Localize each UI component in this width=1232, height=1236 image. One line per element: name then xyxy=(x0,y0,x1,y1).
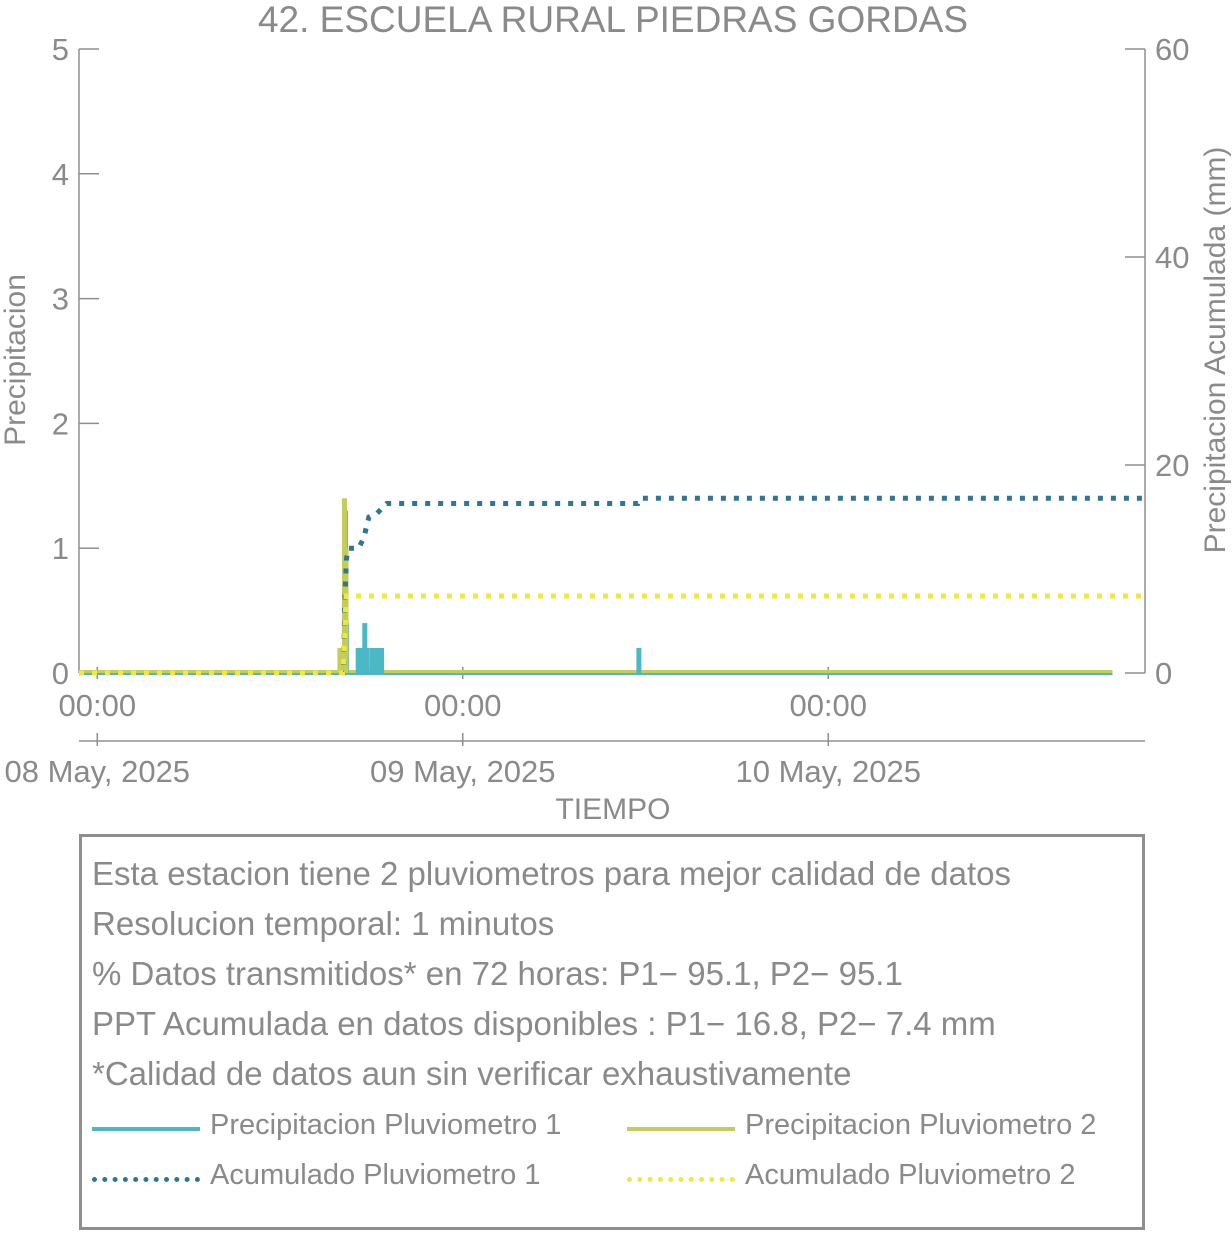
info-line-stations: Esta estacion tiene 2 pluviometros para … xyxy=(92,855,1012,892)
plot-area: 0 1 2 3 4 5 0 20 40 60 00:00 08 May, 2025 00:00 09 Ma… xyxy=(5,32,1190,789)
chart-title: 42. ESCUELA RURAL PIEDRAS GORDAS xyxy=(258,0,968,40)
bar-1 xyxy=(379,648,385,673)
y2-tick-label: 20 xyxy=(1155,448,1189,483)
y-axis-label: Precipitacion xyxy=(0,274,32,446)
bar-1 xyxy=(375,648,381,673)
x-tick-label-date: 09 May, 2025 xyxy=(370,754,556,789)
bar-1 xyxy=(359,648,365,673)
y2-tick-label: 60 xyxy=(1155,32,1189,67)
info-box: Esta estacion tiene 2 pluviometros para … xyxy=(79,834,1145,1230)
legend-swatch xyxy=(627,1127,735,1131)
accum-line-2 xyxy=(79,593,1145,676)
x-tick-label-time: 00:00 xyxy=(58,688,136,723)
legend-label: Acumulado Pluviometro 1 xyxy=(210,1159,541,1191)
info-line-resolution: Resolucion temporal: 1 minutos xyxy=(92,905,555,942)
precipitation-chart: 42. ESCUELA RURAL PIEDRAS GORDAS Precipi… xyxy=(0,0,1232,826)
legend-swatch xyxy=(92,1177,200,1182)
info-line-transmitted: % Datos transmitidos* en 72 horas: P1− 9… xyxy=(92,955,903,992)
bar-1 xyxy=(636,648,642,673)
x-tick-label-time: 00:00 xyxy=(789,688,867,723)
legend-label: Precipitacion Pluviometro 2 xyxy=(745,1109,1097,1141)
accum-line-1 xyxy=(79,495,1145,676)
x-tick-label-time: 00:00 xyxy=(424,688,502,723)
legend-label: Precipitacion Pluviometro 1 xyxy=(210,1109,562,1141)
info-line-accumulated: PPT Acumulada en datos disponibles : P1−… xyxy=(92,1005,996,1042)
y-tick-label: 5 xyxy=(52,32,69,67)
x-tick-label-date: 10 May, 2025 xyxy=(735,754,921,789)
bar-2 xyxy=(337,648,343,673)
legend-label: Acumulado Pluviometro 2 xyxy=(745,1159,1076,1191)
y-tick-label: 2 xyxy=(52,406,69,441)
y-tick-label: 4 xyxy=(52,157,69,192)
legend-swatch xyxy=(627,1177,735,1182)
y-tick-label: 3 xyxy=(52,282,69,317)
info-line-quality-note: *Calidad de datos aun sin verificar exha… xyxy=(92,1055,852,1092)
y2-tick-label: 40 xyxy=(1155,240,1189,275)
y2-axis-label: Precipitacion Acumulada (mm) xyxy=(1199,147,1232,554)
legend-swatch xyxy=(92,1127,200,1131)
bar-1 xyxy=(364,648,370,673)
y-tick-label: 0 xyxy=(52,656,69,691)
x-axis-label: TIEMPO xyxy=(555,793,670,826)
x-tick-label-date: 08 May, 2025 xyxy=(5,754,191,789)
y-tick-label: 1 xyxy=(52,531,69,566)
y2-tick-label: 0 xyxy=(1155,656,1172,691)
